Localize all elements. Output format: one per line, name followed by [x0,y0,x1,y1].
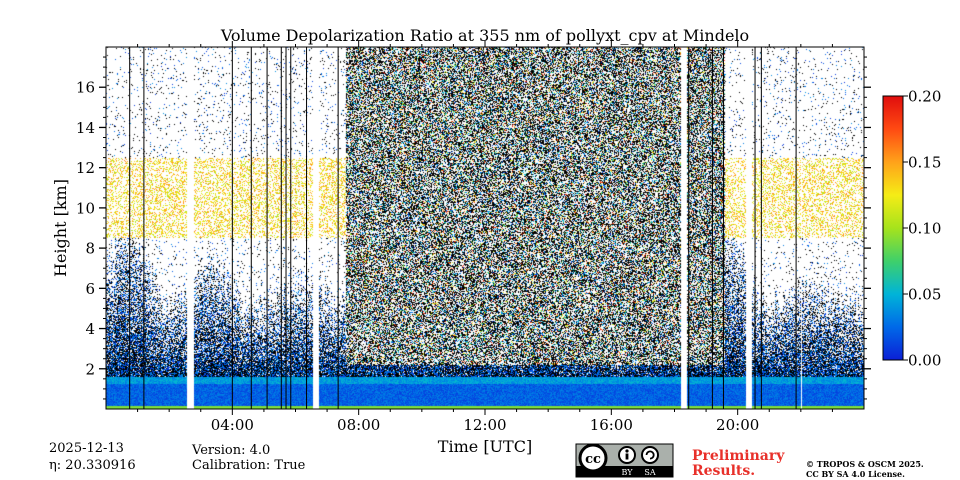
colorbar-tick-label-0: 0.00 [908,352,941,370]
preliminary-line1: Preliminary [692,448,785,464]
y-tick-label-1: 4 [85,320,95,338]
license-by-label: BY [621,468,633,477]
cc-icon-text: cc [585,452,601,467]
colorbar-ticks: 0.00 0.05 0.10 0.15 0.20 [903,88,941,370]
x-axis-label: Time [UTC] [438,437,532,456]
x-tick-label-3: 16:00 [590,416,633,434]
preliminary-line2: Results. [692,463,756,479]
share-alike-icon [641,446,659,464]
y-tick-label-4: 10 [76,199,95,217]
cc-icon [578,443,608,473]
share-alike-icon-arrow [645,450,655,460]
y-axis-label: Height [km] [51,179,70,277]
plot-area [106,47,864,409]
footer-eta: η: 20.330916 [49,458,136,473]
x-axis-ticks: 04:00 08:00 12:00 16:00 20:00 [137,41,833,434]
y-tick-label-7: 16 [76,79,95,97]
y-tick-label-6: 14 [76,119,95,137]
footer-date: 2025-12-13 [49,441,124,456]
footer-calibration: Calibration: True [192,458,306,473]
colorbar-tick-label-2: 0.10 [908,220,941,238]
license-sa-label: SA [644,468,655,477]
x-tick-label-2: 12:00 [463,416,506,434]
copyright-line1: © TROPOS & OSCM 2025. [806,459,924,469]
footer-version: Version: 4.0 [192,443,271,458]
colorbar-tick-label-4: 0.20 [908,88,941,106]
y-tick-label-5: 12 [76,159,95,177]
copyright-line2: CC BY SA 4.0 License. [806,469,905,479]
attribution-icon-body [625,453,629,460]
colorbar [882,95,904,361]
x-tick-label-0: 04:00 [211,416,254,434]
x-tick-label-1: 08:00 [337,416,380,434]
colorbar-tick-label-1: 0.05 [908,286,941,304]
colorbar-tick-label-3: 0.15 [908,154,941,172]
chart-title: Volume Depolarization Ratio at 355 nm of… [220,26,749,45]
y-axis-ticks: 2 4 6 8 10 12 14 16 [76,56,871,400]
x-tick-label-4: 20:00 [716,416,759,434]
restart-lines [129,47,797,409]
license-badge: cc BY SA [575,443,674,478]
y-tick-label-3: 8 [85,240,95,258]
y-tick-label-2: 6 [85,280,95,298]
depolarization-heatmap [106,47,864,409]
attribution-icon-head [625,449,629,453]
y-tick-label-0: 2 [85,360,95,378]
